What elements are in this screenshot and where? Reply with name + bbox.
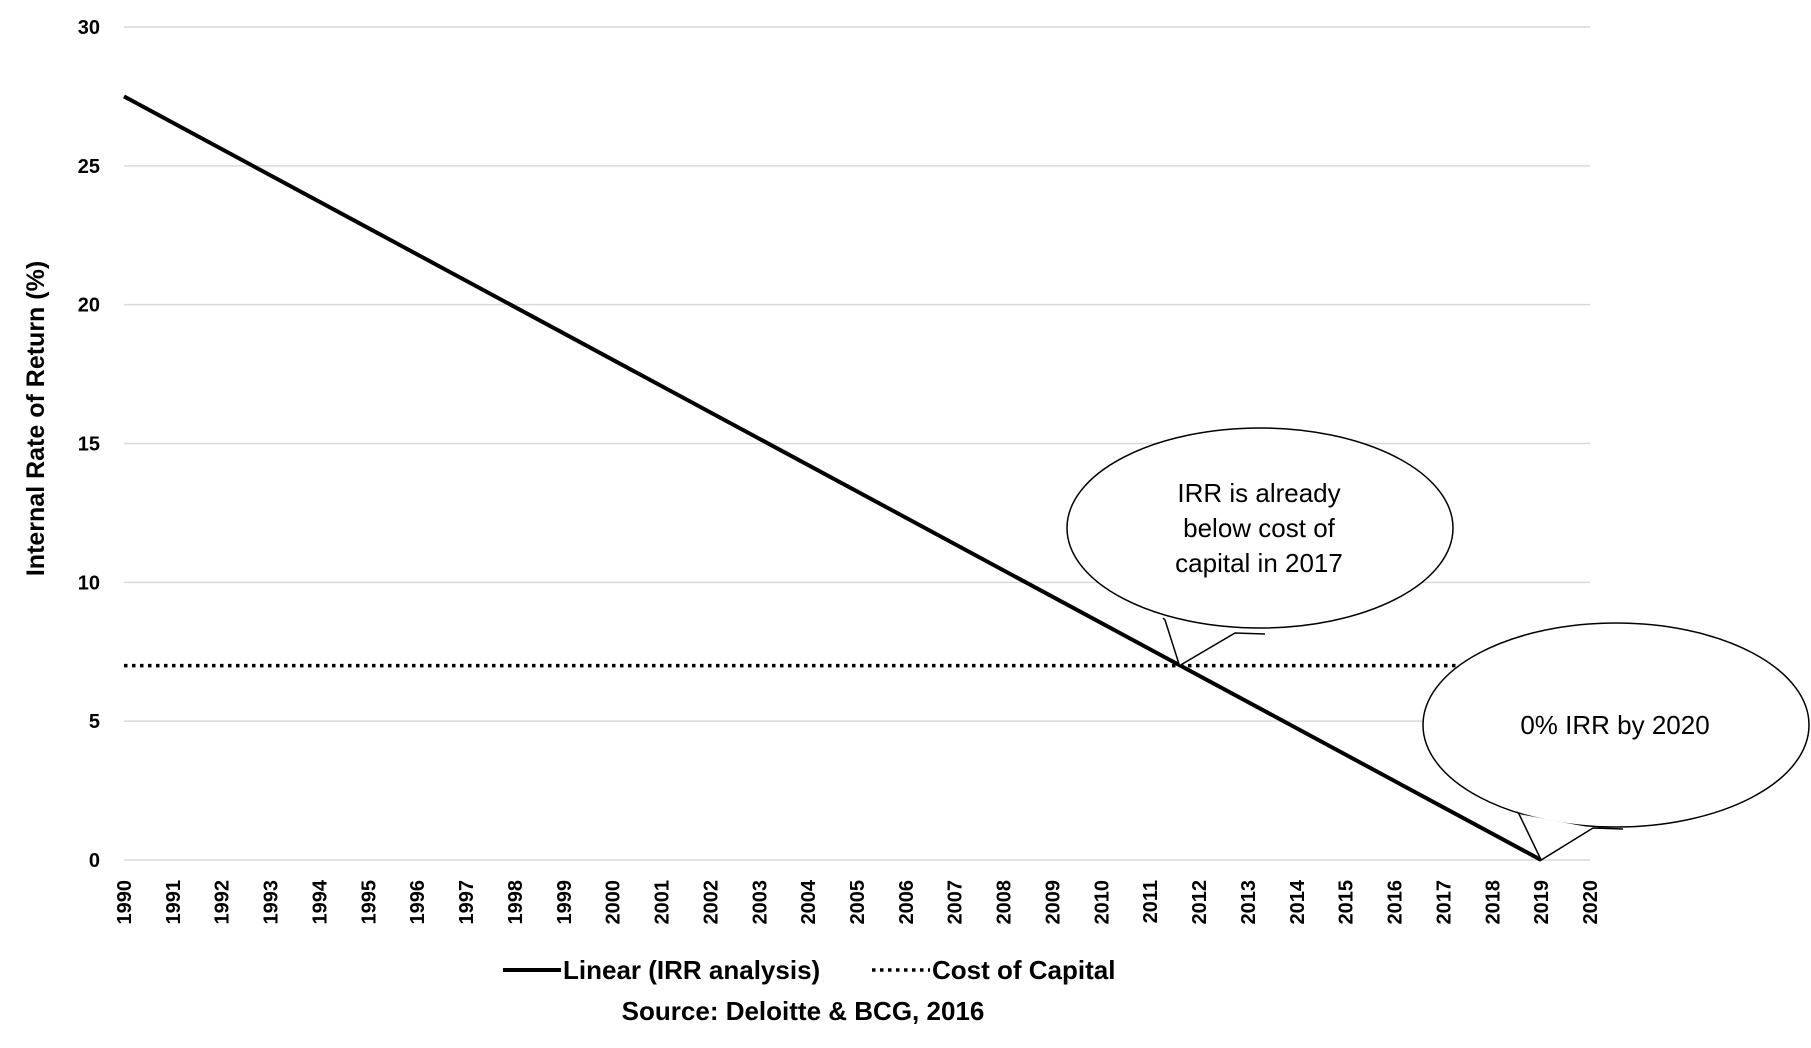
x-tick-label: 2013 xyxy=(1238,880,1260,925)
series-layer xyxy=(123,94,1590,862)
x-tick-label: 2004 xyxy=(798,879,820,924)
x-tick-label: 1996 xyxy=(407,880,429,925)
callout-ellipse xyxy=(1422,622,1810,828)
y-tick-label: 5 xyxy=(89,711,100,733)
x-tick-label: 2011 xyxy=(1140,880,1162,923)
source-note: Source: Deloitte & BCG, 2016 xyxy=(622,996,985,1026)
x-tick-label: 2010 xyxy=(1091,880,1113,925)
y-tick-label: 30 xyxy=(78,17,100,39)
x-tick-label: 1999 xyxy=(554,880,576,925)
y-tick-label: 15 xyxy=(78,434,100,456)
y-tick-label: 25 xyxy=(78,156,100,178)
x-tick-label: 1992 xyxy=(212,880,234,925)
x-tick-label: 2001 xyxy=(652,880,674,925)
x-tick-label: 2017 xyxy=(1433,880,1455,925)
callout-bubble: IRR is already below cost of capital in 20… xyxy=(1066,427,1454,667)
legend-item: Cost of Capital xyxy=(872,955,1115,985)
x-tick-label: 2000 xyxy=(603,880,625,925)
x-tick-label: 2002 xyxy=(700,880,722,925)
legend-label: Cost of Capital xyxy=(932,955,1115,985)
x-tick-label: 1998 xyxy=(505,880,527,925)
x-tick-label: 2009 xyxy=(1042,880,1064,925)
y-tick-label: 0 xyxy=(89,850,100,872)
callout-ellipse xyxy=(1066,427,1454,629)
axes: 0 5 10 15 20 25 30 1990 1991 1992 1993 1994 1995 1996… xyxy=(22,17,1602,925)
callout-tail-fill xyxy=(1519,814,1593,860)
x-tick-label: 1994 xyxy=(309,879,331,924)
y-axis-title: Internal Rate of Return (%) xyxy=(22,261,50,576)
x-tick-label: 2016 xyxy=(1385,880,1407,925)
x-tick-label: 2020 xyxy=(1580,880,1602,925)
callout-text-line: IRR is already xyxy=(1177,478,1340,508)
x-tick-label: 2005 xyxy=(847,880,869,925)
legend-label: Linear (IRR analysis) xyxy=(563,955,820,985)
callout-text-line: below cost of xyxy=(1183,513,1336,543)
x-tick-label: 2008 xyxy=(994,880,1016,925)
x-tick-label: 2018 xyxy=(1482,880,1504,925)
irr-linear-line xyxy=(123,94,1543,862)
x-tick-label: 2014 xyxy=(1287,879,1309,924)
callout-text-line: capital in 2017 xyxy=(1175,548,1343,578)
callout-tail xyxy=(1516,811,1624,862)
x-tick-label: 1993 xyxy=(261,880,283,925)
y-tick-label: 10 xyxy=(78,572,100,594)
y-tick-label: 20 xyxy=(78,295,100,317)
callout-tail xyxy=(1162,617,1266,667)
callout-tail-fill xyxy=(1165,620,1235,666)
legend: Linear (IRR analysis) Cost of Capital Sour… xyxy=(503,955,1115,1026)
x-tick-label: 1997 xyxy=(456,880,478,925)
x-tick-label: 2012 xyxy=(1189,880,1211,925)
x-tick-label: 2007 xyxy=(945,880,967,925)
x-tick-label: 2006 xyxy=(896,880,918,925)
gridlines xyxy=(124,26,1590,861)
x-tick-label: 2003 xyxy=(749,880,771,925)
callouts: IRR is already below cost of capital in 20… xyxy=(1066,427,1810,862)
x-tick-label: 1990 xyxy=(114,880,136,925)
callout-text-line: 0% IRR by 2020 xyxy=(1520,710,1709,740)
x-tick-label: 1995 xyxy=(358,880,380,925)
x-tick-label: 2019 xyxy=(1531,880,1553,925)
x-tick-label: 1991 xyxy=(163,880,185,925)
callout-bubble: 0% IRR by 2020 xyxy=(1422,622,1810,862)
x-tick-label: 2015 xyxy=(1336,880,1358,925)
legend-item: Linear (IRR analysis) xyxy=(503,955,820,985)
